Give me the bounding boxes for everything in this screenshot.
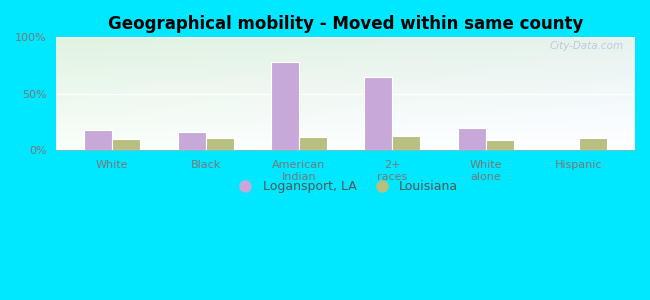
Bar	[393, 136, 421, 150]
Bar	[205, 138, 234, 150]
Bar	[458, 128, 486, 150]
Bar	[299, 137, 327, 150]
Bar	[84, 130, 112, 150]
Text: City-Data.com: City-Data.com	[549, 41, 623, 51]
Bar	[486, 140, 514, 150]
Bar	[112, 139, 140, 150]
Bar	[365, 77, 393, 150]
Bar	[579, 138, 607, 150]
Bar	[271, 62, 299, 150]
Bar	[177, 132, 205, 150]
Title: Geographical mobility - Moved within same county: Geographical mobility - Moved within sam…	[108, 15, 583, 33]
Legend: Logansport, LA, Louisiana: Logansport, LA, Louisiana	[228, 176, 463, 198]
